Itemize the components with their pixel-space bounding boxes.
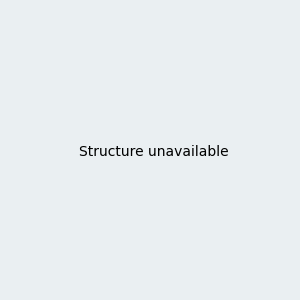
Text: Structure unavailable: Structure unavailable: [79, 145, 229, 158]
